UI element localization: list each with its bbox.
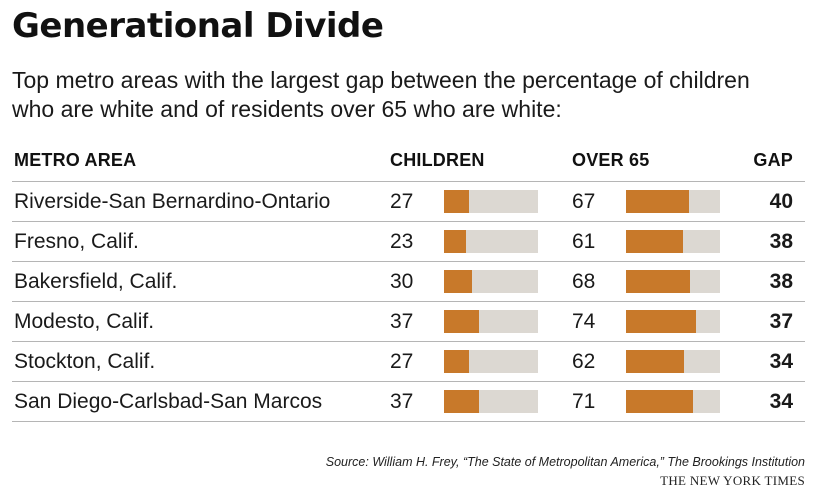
- table-row: Riverside-San Bernardino-Ontario 27 67 40: [12, 181, 805, 221]
- children-bar-track: [444, 270, 538, 293]
- children-bar: [444, 310, 479, 333]
- gap-value: 40: [769, 190, 793, 213]
- gap-value: 38: [769, 270, 793, 293]
- over-65-bar: [626, 350, 685, 373]
- metro-area-label: Riverside-San Bernardino-Ontario: [14, 190, 331, 213]
- over-65-value: 62: [572, 350, 596, 373]
- over-65-bar: [626, 270, 690, 293]
- over-65-bar-track: [626, 310, 720, 333]
- children-value: 37: [390, 390, 414, 413]
- gap-value: 37: [769, 310, 793, 333]
- children-value: 27: [390, 350, 414, 373]
- over-65-value: 68: [572, 270, 596, 293]
- table-row: Bakersfield, Calif. 30 68 38: [12, 261, 805, 301]
- table-row: Modesto, Calif. 37 74 37: [12, 301, 805, 341]
- over-65-value: 67: [572, 190, 596, 213]
- table-row: San Diego-Carlsbad-San Marcos 37 71 34: [12, 381, 805, 422]
- publisher-credit: THE NEW YORK TIMES: [660, 473, 805, 488]
- chart-subtitle: Top metro areas with the largest gap bet…: [12, 67, 750, 122]
- children-bar: [444, 230, 466, 253]
- over-65-bar: [626, 190, 689, 213]
- over-65-bar-track: [626, 350, 720, 373]
- over-65-bar: [626, 230, 684, 253]
- children-bar: [444, 390, 479, 413]
- metro-area-label: Modesto, Calif.: [14, 310, 155, 333]
- header-metro-area: METRO AREA: [14, 150, 137, 170]
- over-65-value: 61: [572, 230, 596, 253]
- children-bar-track: [444, 230, 538, 253]
- data-table: Riverside-San Bernardino-Ontario 27 67 40 Fr…: [12, 181, 805, 422]
- chart-title: Generational Divide: [12, 6, 384, 46]
- metro-area-label: Fresno, Calif.: [14, 230, 139, 253]
- children-bar-track: [444, 390, 538, 413]
- over-65-value: 74: [572, 310, 596, 333]
- children-bar: [444, 270, 473, 293]
- over-65-bar: [626, 310, 696, 333]
- table-row: Stockton, Calif. 27 62 34: [12, 341, 805, 381]
- header-gap: GAP: [753, 150, 793, 170]
- over-65-bar-track: [626, 390, 720, 413]
- metro-area-label: San Diego-Carlsbad-San Marcos: [14, 390, 323, 413]
- children-bar-track: [444, 310, 538, 333]
- over-65-bar-track: [626, 190, 720, 213]
- children-value: 37: [390, 310, 414, 333]
- metro-area-label: Bakersfield, Calif.: [14, 270, 178, 293]
- gap-value: 34: [769, 350, 793, 373]
- children-bar: [444, 350, 470, 373]
- over-65-bar-track: [626, 230, 720, 253]
- over-65-bar-track: [626, 270, 720, 293]
- header-over-65: OVER 65: [572, 150, 650, 170]
- over-65-bar: [626, 390, 693, 413]
- source-note: Source: William H. Frey, “The State of M…: [325, 455, 805, 469]
- children-bar-track: [444, 190, 538, 213]
- children-value: 30: [390, 270, 414, 293]
- children-value: 23: [390, 230, 414, 253]
- gap-value: 34: [769, 390, 793, 413]
- children-bar: [444, 190, 470, 213]
- children-bar-track: [444, 350, 538, 373]
- gap-value: 38: [769, 230, 793, 253]
- table-row: Fresno, Calif. 23 61 38: [12, 221, 805, 261]
- header-children: CHILDREN: [390, 150, 485, 170]
- metro-area-label: Stockton, Calif.: [14, 350, 156, 373]
- children-value: 27: [390, 190, 414, 213]
- over-65-value: 71: [572, 390, 596, 413]
